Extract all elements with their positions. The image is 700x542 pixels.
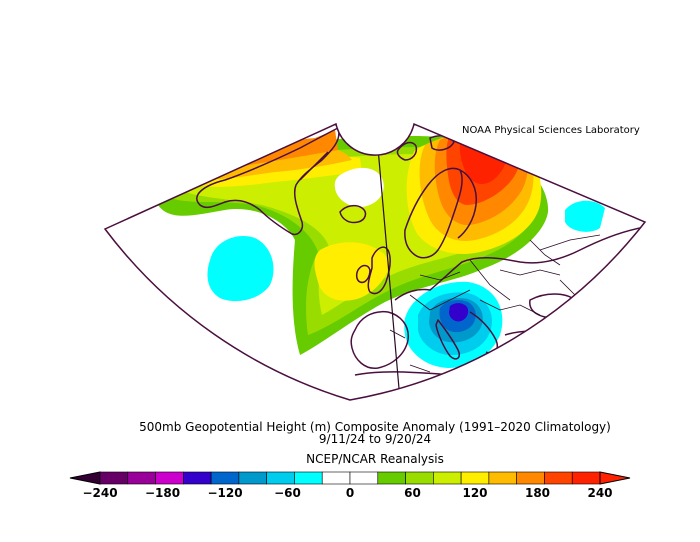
colorbar-swatch [321, 471, 351, 485]
credit-label: NOAA Physical Sciences Laboratory [462, 125, 640, 136]
contour-med-low-core [449, 303, 469, 322]
contour-atlantic-low [207, 236, 274, 302]
colorbar-swatch [460, 471, 490, 485]
colorbar-arrow-high [599, 471, 631, 485]
colorbar-swatch [238, 471, 267, 485]
caspian [600, 273, 618, 312]
map-frame [103, 122, 647, 401]
contour-amber-north [195, 147, 352, 180]
colorbar-tick-label: −240 [82, 486, 118, 500]
colorbar-tick-label: 240 [587, 486, 613, 500]
colorbar-swatch [488, 471, 517, 485]
arctic-islands [429, 135, 455, 151]
colorbar-tick-label: 180 [524, 486, 551, 500]
date-range: 9/11/24 to 9/20/24 [318, 432, 432, 446]
colorbar-swatch [405, 471, 434, 485]
colorbar-swatch [377, 471, 406, 485]
europe-coast [394, 227, 641, 301]
colorbar-swatch [433, 471, 462, 485]
ireland [355, 264, 371, 284]
colorbar-swatch [99, 471, 129, 485]
iceland-coast [339, 204, 367, 224]
colorbar-arrow-low [69, 471, 101, 485]
colorbar-tick-label: −180 [144, 486, 181, 500]
italy [435, 319, 461, 360]
colorbar-swatch [349, 471, 379, 485]
colorbar-swatch [294, 471, 323, 485]
svalbard [396, 141, 418, 161]
colorbar-swatch [183, 471, 212, 485]
eastern-med [499, 363, 561, 371]
scandinavia [404, 167, 463, 259]
colorbar-swatch [210, 471, 240, 485]
finland [457, 169, 478, 239]
colorbar-swatch [266, 471, 295, 485]
colorbar [69, 471, 631, 485]
greenland-coast [196, 127, 340, 236]
data-source: NCEP/NCAR Reanalysis [306, 452, 444, 466]
colorbar-tick-label: 60 [404, 486, 421, 500]
map-title: 500mb Geopotential Height (m) Composite … [139, 420, 611, 434]
contour-yellow-band [314, 242, 389, 301]
anomaly-field [158, 127, 605, 368]
meridian-line [375, 124, 401, 400]
iberia [350, 310, 409, 369]
great-britain [367, 246, 391, 295]
greenland-east [299, 151, 329, 181]
colorbar-swatch [516, 471, 545, 485]
colorbar-swatch [544, 471, 573, 485]
colorbar-swatch [155, 471, 184, 485]
colorbar-swatch [127, 471, 156, 485]
colorbar-tick-label: −60 [274, 486, 301, 500]
colorbar-swatch [571, 471, 601, 485]
contour-east-low [565, 200, 605, 232]
contour-iceland-white [334, 167, 384, 208]
colorbar-tick-label: −120 [207, 486, 243, 500]
colorbar-tick-label: 120 [462, 486, 488, 500]
colorbar-tick-label: 0 [345, 486, 355, 500]
